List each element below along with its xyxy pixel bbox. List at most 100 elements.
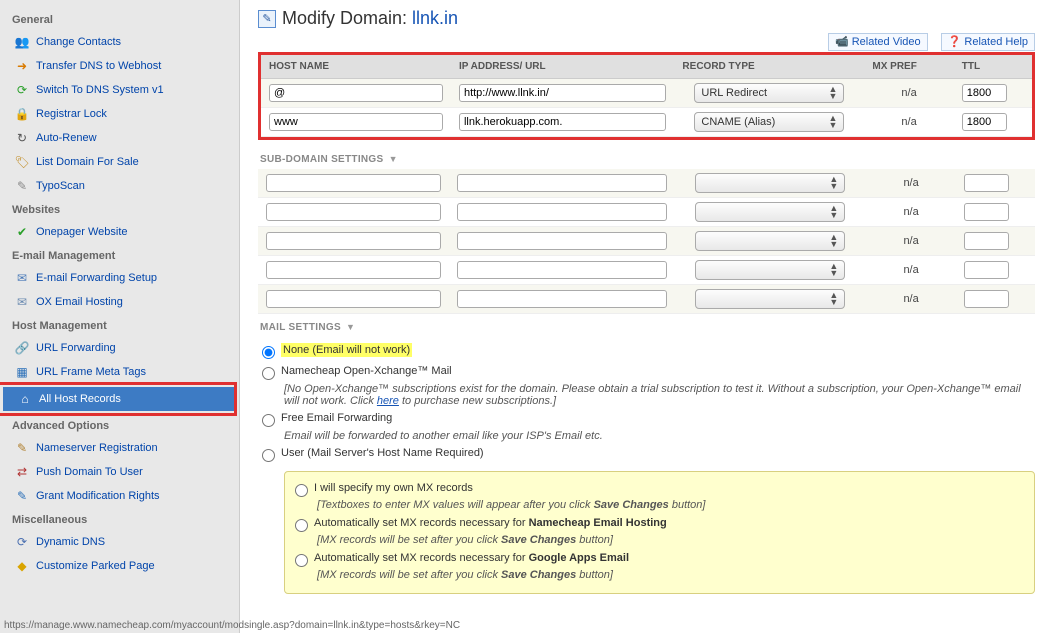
host-input[interactable]	[266, 232, 441, 250]
onepager-icon: ✔	[14, 224, 30, 240]
page-title: ✎ Modify Domain: llnk.in	[258, 8, 1035, 29]
sidebar-item-label: Switch To DNS System v1	[36, 84, 164, 96]
sidebar-item-typoscan[interactable]: ✎ TypoScan	[0, 174, 239, 198]
record-type-select[interactable]: URL Redirect▲▼	[694, 83, 844, 103]
sidebar-item-label: TypoScan	[36, 180, 85, 192]
radio-ox[interactable]	[262, 367, 275, 380]
record-type-select[interactable]: ▲▼	[695, 289, 845, 309]
mx-nc-note: [MX records will be set after you click …	[317, 534, 1024, 550]
sidebar-item-email-fwd[interactable]: ✉E-mail Forwarding Setup	[0, 266, 239, 290]
ip-input[interactable]	[457, 232, 666, 250]
ttl-input[interactable]	[964, 261, 1009, 279]
ttl-input[interactable]	[964, 203, 1009, 221]
radio-mx-own[interactable]	[295, 484, 308, 497]
sidebar-item-label: Auto-Renew	[36, 132, 97, 144]
parked-icon: ◆	[14, 558, 30, 574]
sidebar-item-label: Nameserver Registration	[36, 442, 158, 454]
sidebar-item-push-domain[interactable]: ⇄Push Domain To User	[0, 460, 239, 484]
typoscan-icon: ✎	[14, 178, 30, 194]
mx-value: n/a	[903, 177, 918, 189]
ip-input[interactable]	[459, 84, 666, 102]
mail-options: None (Email will not work) Namecheap Ope…	[258, 337, 1035, 594]
ttl-input[interactable]	[962, 84, 1007, 102]
ttl-input[interactable]	[964, 290, 1009, 308]
registrar-lock-icon: 🔒	[14, 106, 30, 122]
record-type-select[interactable]: ▲▼	[695, 173, 845, 193]
sidebar-item-label: URL Frame Meta Tags	[36, 366, 146, 378]
mail-opt-free[interactable]: Free Email Forwarding	[262, 409, 1035, 430]
ip-input[interactable]	[457, 203, 666, 221]
mail-opt-ox[interactable]: Namecheap Open-Xchange™ Mail	[262, 362, 1035, 383]
ip-input[interactable]	[457, 261, 666, 279]
sidebar-item-label: Registrar Lock	[36, 108, 107, 120]
sidebar-item-ox-email[interactable]: ✉OX Email Hosting	[0, 290, 239, 314]
sidebar-section-header: Websites	[0, 198, 239, 220]
host-input[interactable]	[266, 203, 441, 221]
sidebar-item-label: Change Contacts	[36, 36, 121, 48]
mx-value: n/a	[903, 264, 918, 276]
url-frame-icon: ▦	[14, 364, 30, 380]
mx-options-box: I will specify my own MX records [Textbo…	[284, 471, 1035, 594]
mx-value: n/a	[903, 235, 918, 247]
sidebar-item-label: All Host Records	[39, 393, 121, 405]
sidebar-section-header: Miscellaneous	[0, 508, 239, 530]
mx-opt-nc[interactable]: Automatically set MX records necessary f…	[295, 515, 1024, 534]
ttl-input[interactable]	[962, 113, 1007, 131]
sidebar-item-list-for-sale[interactable]: 🏷List Domain For Sale	[0, 150, 239, 174]
sidebar-item-parked[interactable]: ◆Customize Parked Page	[0, 554, 239, 578]
radio-none[interactable]	[262, 346, 275, 359]
radio-user[interactable]	[262, 449, 275, 462]
sidebar-item-url-fwd[interactable]: 🔗URL Forwarding	[0, 336, 239, 360]
ip-input[interactable]	[457, 290, 666, 308]
ox-here-link[interactable]: here	[377, 395, 399, 407]
sidebar-item-url-frame[interactable]: ▦ URL Frame Meta Tags	[0, 360, 239, 384]
host-input[interactable]	[269, 84, 443, 102]
sidebar-item-onepager[interactable]: ✔Onepager Website	[0, 220, 239, 244]
host-input[interactable]	[266, 290, 441, 308]
subdomain-header: SUB-DOMAIN SETTINGS ▼	[258, 146, 1035, 169]
host-input[interactable]	[269, 113, 443, 131]
status-bar: https://manage.www.namecheap.com/myaccou…	[0, 618, 464, 633]
radio-mx-nc[interactable]	[295, 519, 308, 532]
record-row: URL Redirect▲▼ n/a	[261, 79, 1032, 108]
mail-opt-none[interactable]: None (Email will not work)	[262, 341, 1035, 362]
record-type-select[interactable]: CNAME (Alias)▲▼	[694, 112, 844, 132]
sidebar-item-grant-mod[interactable]: ✎Grant Modification Rights	[0, 484, 239, 508]
related-video-link[interactable]: 📹Related Video	[828, 33, 928, 51]
radio-mx-google[interactable]	[295, 554, 308, 567]
ttl-input[interactable]	[964, 232, 1009, 250]
mx-opt-google[interactable]: Automatically set MX records necessary f…	[295, 550, 1024, 569]
top-links: 📹Related Video ❓Related Help	[258, 35, 1035, 48]
sidebar-section-header: Advanced Options	[0, 414, 239, 436]
free-note: Email will be forwarded to another email…	[284, 430, 1035, 444]
push-domain-icon: ⇄	[14, 464, 30, 480]
sidebar-item-dyn-dns[interactable]: ⟳Dynamic DNS	[0, 530, 239, 554]
mail-opt-user[interactable]: User (Mail Server's Host Name Required)	[262, 444, 1035, 465]
ttl-input[interactable]	[964, 174, 1009, 192]
record-type-select[interactable]: ▲▼	[695, 231, 845, 251]
related-help-link[interactable]: ❓Related Help	[941, 33, 1035, 51]
record-type-select[interactable]: ▲▼	[695, 260, 845, 280]
sidebar-item-label: Grant Modification Rights	[36, 490, 160, 502]
sidebar-item-auto-renew[interactable]: ↻Auto-Renew	[0, 126, 239, 150]
record-type-select[interactable]: ▲▼	[695, 202, 845, 222]
sidebar-item-ns-reg[interactable]: ✎Nameserver Registration	[0, 436, 239, 460]
sidebar-item-change-contacts[interactable]: 👥Change Contacts	[0, 30, 239, 54]
radio-free[interactable]	[262, 414, 275, 427]
host-input[interactable]	[266, 174, 441, 192]
col-host: HOST NAME	[261, 55, 451, 79]
mx-opt-own[interactable]: I will specify my own MX records	[295, 480, 1024, 499]
host-input[interactable]	[266, 261, 441, 279]
col-type: RECORD TYPE	[674, 55, 864, 79]
all-host-records-icon: ⌂	[17, 391, 33, 407]
sidebar-item-transfer-dns[interactable]: ➜Transfer DNS to Webhost	[0, 54, 239, 78]
ip-input[interactable]	[459, 113, 666, 131]
sidebar-item-switch-dns[interactable]: ⟳Switch To DNS System v1	[0, 78, 239, 102]
mx-value: n/a	[901, 87, 916, 99]
sidebar-item-registrar-lock[interactable]: 🔒 Registrar Lock	[0, 102, 239, 126]
sidebar-item-all-host-records[interactable]: ⌂ All Host Records	[3, 387, 234, 411]
sidebar-item-label: E-mail Forwarding Setup	[36, 272, 157, 284]
ip-input[interactable]	[457, 174, 666, 192]
mx-value: n/a	[903, 206, 918, 218]
sidebar-item-label: Transfer DNS to Webhost	[36, 60, 161, 72]
